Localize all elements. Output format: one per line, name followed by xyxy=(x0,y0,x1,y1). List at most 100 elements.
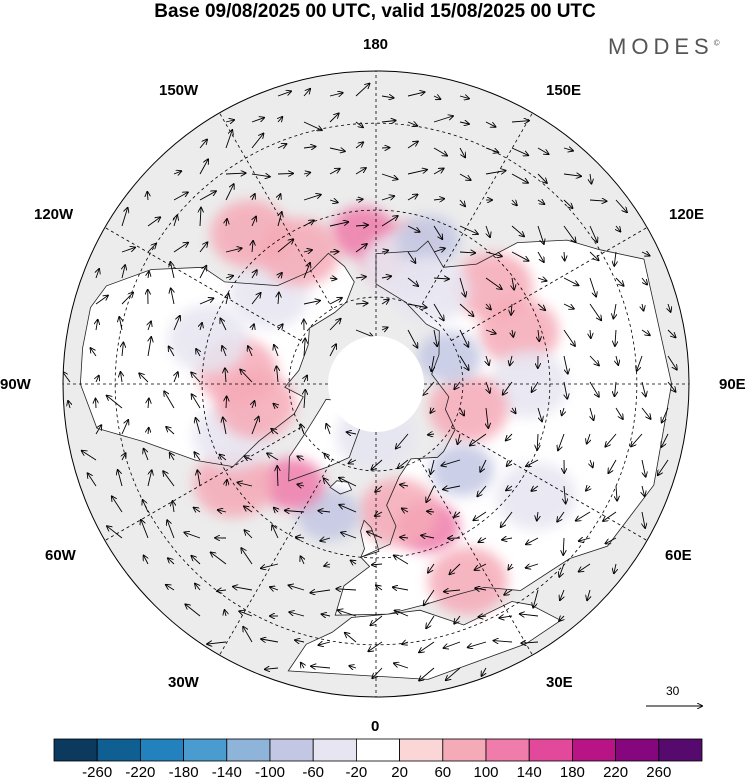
reference-vector-label: 30 xyxy=(666,684,680,698)
wind-arrow xyxy=(303,301,320,304)
wind-arrow xyxy=(351,561,356,565)
wind-arrow xyxy=(381,216,398,227)
wind-arrow xyxy=(185,604,201,617)
wind-arrow xyxy=(454,381,461,389)
wind-arrow xyxy=(398,459,409,468)
wind-arrow xyxy=(171,288,174,305)
polar-cap xyxy=(328,336,424,432)
wind-arrow xyxy=(460,407,464,416)
wind-arrow xyxy=(277,239,293,253)
wind-arrow xyxy=(407,251,415,263)
colorbar-swatch xyxy=(53,738,98,762)
wind-arrow xyxy=(616,485,617,501)
colorbar-swatch xyxy=(442,738,487,762)
wind-arrow xyxy=(579,538,591,541)
wind-arrow xyxy=(557,511,565,522)
wind-vectors xyxy=(63,84,677,681)
wind-arrow xyxy=(349,666,357,668)
wind-arrow xyxy=(311,666,331,668)
wind-arrow xyxy=(424,589,435,605)
wind-arrow xyxy=(428,563,435,573)
wind-arrow xyxy=(459,303,474,316)
wind-arrow xyxy=(589,303,601,320)
longitude-label: 120W xyxy=(34,206,74,223)
colorbar-swatch xyxy=(269,738,314,762)
wind-arrow xyxy=(245,530,253,539)
wind-arrow xyxy=(251,417,259,435)
wind-arrow xyxy=(615,277,624,286)
meridian-line xyxy=(104,427,301,541)
meridian-line xyxy=(451,427,648,541)
colorbar-tick-label: 180 xyxy=(559,764,585,781)
anomaly-blob xyxy=(496,462,577,531)
wind-arrow xyxy=(147,470,152,487)
wind-arrow xyxy=(277,91,291,97)
wind-arrow xyxy=(454,512,461,517)
wind-arrow xyxy=(329,200,338,202)
wind-arrow xyxy=(122,265,125,279)
wind-arrow xyxy=(508,563,512,570)
wind-arrow xyxy=(400,485,409,486)
wind-arrow xyxy=(641,277,647,285)
wind-arrow xyxy=(107,396,123,409)
wind-arrow xyxy=(407,225,420,232)
modes-logo-text: MODES xyxy=(608,34,714,59)
meridian-line xyxy=(219,112,333,309)
wind-arrow xyxy=(277,173,293,174)
wind-arrow xyxy=(482,667,487,676)
wind-arrow xyxy=(355,277,366,278)
wind-arrow xyxy=(199,140,207,149)
wind-arrow xyxy=(459,96,469,99)
colorbar-tick-label: -140 xyxy=(211,764,242,781)
wind-arrow xyxy=(589,200,607,201)
wind-arrow xyxy=(393,587,409,590)
wind-arrow xyxy=(143,500,149,513)
wind-arrow xyxy=(434,329,437,346)
wind-arrow xyxy=(537,278,547,281)
wind-arrow xyxy=(402,509,409,513)
wind-arrow xyxy=(512,329,513,337)
wind-arrow xyxy=(196,418,201,435)
wind-arrow xyxy=(615,329,616,346)
meridian-line xyxy=(104,227,301,341)
wind-arrow xyxy=(194,508,201,512)
anomaly-blob xyxy=(168,305,248,373)
colorbar-swatch xyxy=(485,738,530,762)
wind-arrow xyxy=(662,407,669,422)
wind-arrow xyxy=(336,589,357,590)
wind-arrow xyxy=(533,589,539,608)
wind-arrow xyxy=(345,633,357,643)
longitude-label: 150W xyxy=(159,82,199,99)
colorbar-tick-label: 100 xyxy=(473,764,499,781)
wind-arrow xyxy=(329,93,343,96)
wind-arrow xyxy=(277,466,278,487)
wind-arrow xyxy=(614,251,616,266)
wind-arrow xyxy=(303,263,310,279)
wind-arrow xyxy=(407,170,427,175)
wind-arrow xyxy=(274,404,279,408)
wind-arrow xyxy=(563,329,575,346)
wind-arrow xyxy=(470,433,487,446)
wind-arrow xyxy=(520,614,539,616)
wind-arrow xyxy=(450,563,461,574)
wind-arrow xyxy=(301,556,305,565)
wind-arrow xyxy=(329,278,336,279)
wind-arrow xyxy=(303,147,316,149)
anomaly-blob xyxy=(358,478,439,547)
wind-arrow xyxy=(526,537,539,544)
wind-arrow xyxy=(329,298,342,305)
wind-arrow xyxy=(329,113,339,123)
wind-arrow xyxy=(289,612,305,617)
wind-arrow xyxy=(426,615,435,628)
wind-arrow xyxy=(272,525,279,539)
wind-arrow xyxy=(433,147,447,156)
wind-arrow xyxy=(118,470,123,487)
wind-arrow xyxy=(318,511,331,512)
colorbar-swatch xyxy=(183,738,228,762)
wind-arrow xyxy=(537,225,544,244)
wind-arrow xyxy=(355,168,366,175)
wind-arrow xyxy=(173,243,188,253)
wind-arrow xyxy=(147,244,156,253)
longitude-label: 60W xyxy=(45,547,76,564)
wind-arrow xyxy=(641,252,650,256)
